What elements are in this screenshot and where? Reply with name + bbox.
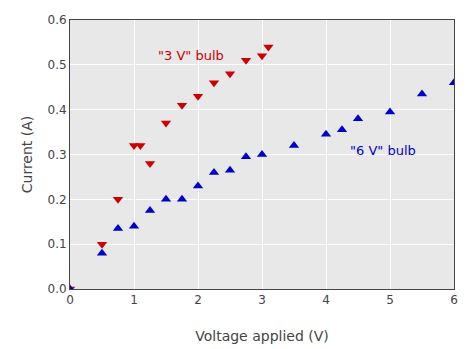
svg-text:0.0: 0.0 <box>48 282 67 296</box>
svg-text:1: 1 <box>130 293 138 307</box>
svg-text:"6 V" bulb: "6 V" bulb <box>350 143 416 158</box>
svg-text:3: 3 <box>258 293 266 307</box>
svg-text:0.3: 0.3 <box>48 148 67 162</box>
svg-text:0.1: 0.1 <box>48 237 67 251</box>
svg-text:Current (A): Current (A) <box>19 116 35 194</box>
svg-text:5: 5 <box>386 293 394 307</box>
svg-text:0.6: 0.6 <box>48 13 67 27</box>
svg-text:Voltage applied (V): Voltage applied (V) <box>195 328 329 344</box>
svg-text:0.5: 0.5 <box>48 58 67 72</box>
svg-text:2: 2 <box>194 293 202 307</box>
svg-text:0.2: 0.2 <box>48 193 67 207</box>
svg-text:"3 V" bulb: "3 V" bulb <box>158 48 224 63</box>
svg-text:0.4: 0.4 <box>48 103 67 117</box>
svg-text:0: 0 <box>66 293 74 307</box>
svg-text:4: 4 <box>322 293 330 307</box>
svg-text:6: 6 <box>450 293 458 307</box>
